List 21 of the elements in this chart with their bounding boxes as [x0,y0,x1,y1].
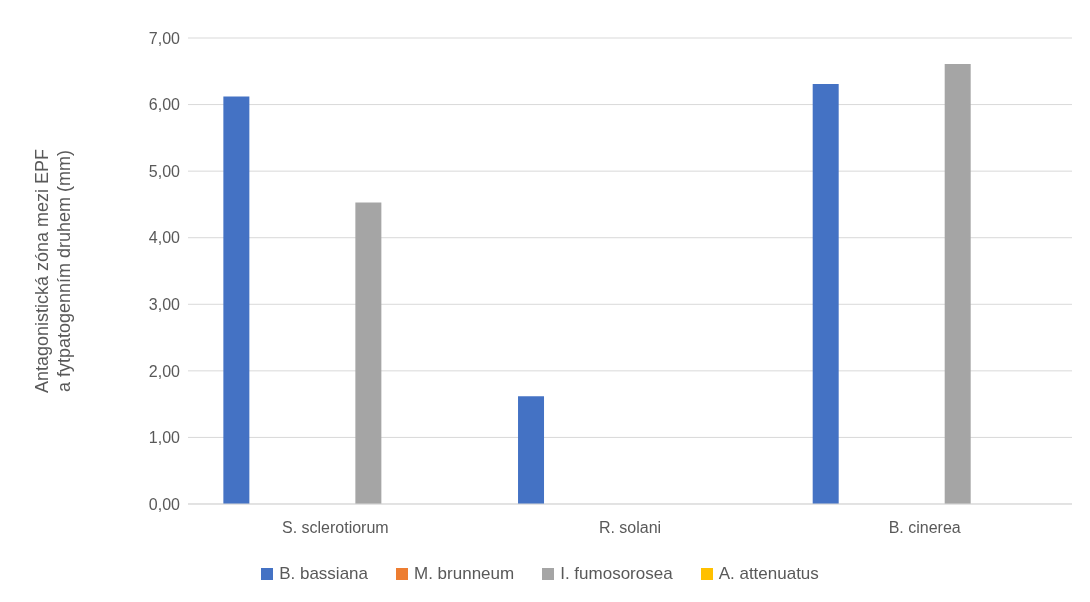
y-tick-label: 4,00 [148,229,181,247]
y-tick-label: 7,00 [148,29,181,47]
y-axis-title: Antagonistická zóna mezi EPF a fytpatogenním druhem (mm) [32,148,74,394]
y-tick-label: 1,00 [148,429,181,447]
bar [944,63,971,504]
y-tick-label: 5,00 [148,162,181,180]
bar [355,202,382,504]
legend-label: M. brunneum [413,564,515,584]
bar [812,83,839,504]
y-tick-label: 2,00 [148,362,181,380]
x-tick-label: B. cinerea [888,519,961,537]
bar [223,96,250,504]
x-tick-label: S. sclerotiorum [281,519,389,537]
bar [518,396,545,504]
y-tick-label: 6,00 [148,96,181,114]
legend-label: B. bassiana [278,564,369,584]
legend-label: I. fumosorosea [559,564,673,584]
y-tick-label: 0,00 [148,495,181,513]
legend-label: A. attenuatus [717,564,819,584]
x-tick-label: R. solani [598,519,662,537]
y-tick-label: 3,00 [148,295,181,313]
